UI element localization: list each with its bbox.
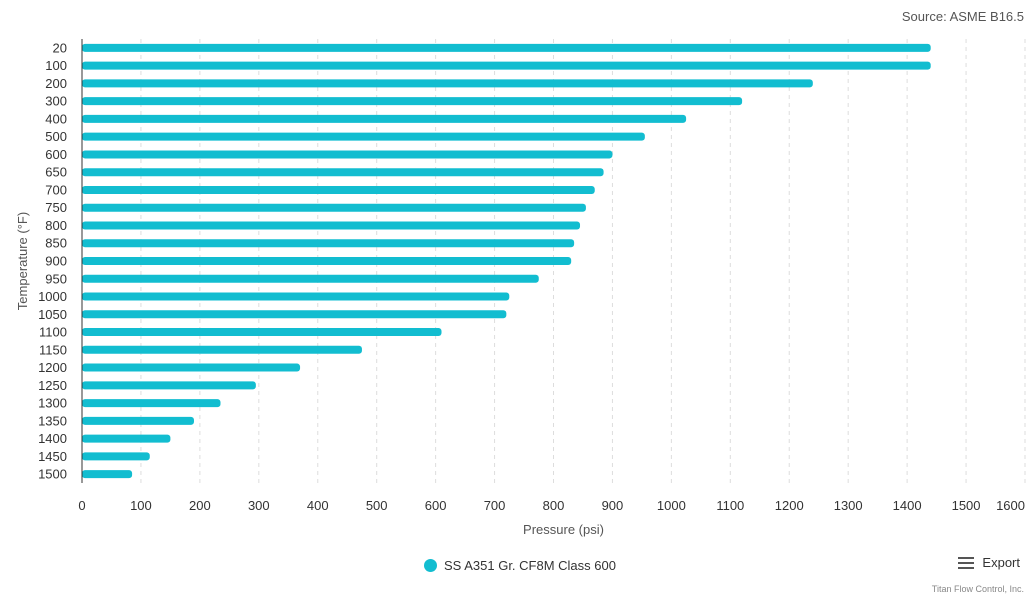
bar[interactable] bbox=[82, 185, 595, 194]
bar[interactable] bbox=[82, 292, 510, 301]
x-tick-label: 1100 bbox=[716, 498, 744, 513]
bar-series bbox=[82, 43, 931, 479]
bar[interactable] bbox=[82, 399, 221, 408]
x-tick-label: 1000 bbox=[657, 498, 686, 513]
y-axis-tick-labels: 20 100 200 300 400 500 600 650 700 750 800 850 900 95… bbox=[38, 40, 67, 481]
hamburger-menu-icon bbox=[958, 556, 975, 569]
legend-marker-icon bbox=[424, 559, 437, 572]
bar[interactable] bbox=[82, 416, 194, 425]
legend-item[interactable]: SS A351 Gr. CF8M Class 600 bbox=[424, 558, 616, 573]
bar[interactable] bbox=[82, 345, 362, 354]
y-axis-title: Temperature (°F) bbox=[15, 212, 30, 310]
bar[interactable] bbox=[82, 381, 256, 390]
y-tick-label: 1300 bbox=[38, 396, 67, 411]
y-tick-label: 650 bbox=[45, 165, 67, 180]
x-tick-label: 300 bbox=[248, 498, 270, 513]
y-tick-label: 1150 bbox=[39, 342, 67, 357]
x-tick-label: 500 bbox=[366, 498, 388, 513]
y-tick-label: 1450 bbox=[38, 449, 67, 464]
x-tick-label: 200 bbox=[189, 498, 211, 513]
x-tick-label: 1600 bbox=[996, 498, 1025, 513]
y-tick-label: 1000 bbox=[38, 289, 67, 304]
y-tick-label: 500 bbox=[45, 129, 67, 144]
y-tick-label: 400 bbox=[45, 111, 67, 126]
x-tick-label: 100 bbox=[130, 498, 152, 513]
x-tick-label: 0 bbox=[78, 498, 85, 513]
y-tick-label: 1200 bbox=[38, 360, 67, 375]
bar[interactable] bbox=[82, 239, 575, 248]
y-tick-label: 850 bbox=[45, 236, 67, 251]
bar[interactable] bbox=[82, 132, 645, 141]
y-tick-label: 20 bbox=[53, 40, 67, 55]
y-tick-label: 600 bbox=[45, 147, 67, 162]
y-tick-label: 700 bbox=[45, 182, 67, 197]
bar[interactable] bbox=[82, 61, 931, 70]
bar[interactable] bbox=[82, 221, 581, 230]
x-tick-label: 1500 bbox=[952, 498, 981, 513]
y-tick-label: 750 bbox=[45, 200, 67, 215]
y-tick-label: 300 bbox=[45, 94, 67, 109]
x-tick-label: 900 bbox=[602, 498, 624, 513]
source-note: Source: ASME B16.5 bbox=[901, 9, 1024, 24]
export-button[interactable]: Export bbox=[958, 555, 1020, 570]
x-tick-label: 1400 bbox=[893, 498, 922, 513]
y-tick-label: 1100 bbox=[39, 325, 67, 340]
x-tick-label: 1200 bbox=[775, 498, 804, 513]
y-tick-label: 1050 bbox=[38, 307, 67, 322]
export-label: Export bbox=[982, 555, 1020, 570]
bar[interactable] bbox=[82, 328, 442, 337]
bar[interactable] bbox=[82, 43, 931, 52]
bar[interactable] bbox=[82, 203, 586, 212]
x-axis-tick-labels: 0 100 200 300 400 500 600 700 800 900 1000 1100 1200… bbox=[78, 498, 1025, 513]
bar[interactable] bbox=[82, 257, 572, 265]
bar[interactable] bbox=[82, 310, 507, 319]
bar[interactable] bbox=[82, 97, 743, 106]
y-tick-label: 1350 bbox=[38, 413, 67, 428]
x-axis-title: Pressure (psi) bbox=[523, 522, 604, 537]
y-tick-label: 100 bbox=[45, 58, 67, 73]
y-tick-label: 800 bbox=[45, 218, 67, 233]
y-tick-label: 200 bbox=[45, 76, 67, 91]
grid-lines bbox=[140, 39, 1026, 483]
bar[interactable] bbox=[82, 274, 539, 283]
y-tick-label: 1400 bbox=[38, 431, 67, 446]
bar[interactable] bbox=[82, 168, 604, 177]
bar[interactable] bbox=[82, 79, 813, 88]
bar[interactable] bbox=[82, 452, 150, 461]
x-tick-label: 800 bbox=[543, 498, 565, 513]
y-tick-label: 950 bbox=[45, 271, 67, 286]
x-tick-label: 400 bbox=[307, 498, 329, 513]
y-tick-label: 900 bbox=[45, 254, 67, 269]
x-tick-label: 600 bbox=[425, 498, 447, 513]
credit-text: Titan Flow Control, Inc. bbox=[931, 584, 1024, 594]
bar[interactable] bbox=[82, 470, 133, 479]
y-tick-label: 1500 bbox=[38, 467, 67, 482]
bar[interactable] bbox=[82, 363, 301, 372]
legend-label: SS A351 Gr. CF8M Class 600 bbox=[444, 558, 616, 573]
bar[interactable] bbox=[82, 434, 171, 443]
bar[interactable] bbox=[82, 150, 613, 159]
y-tick-label: 1250 bbox=[38, 378, 67, 393]
bar[interactable] bbox=[82, 114, 687, 123]
x-tick-label: 1300 bbox=[834, 498, 863, 513]
x-tick-label: 700 bbox=[484, 498, 506, 513]
